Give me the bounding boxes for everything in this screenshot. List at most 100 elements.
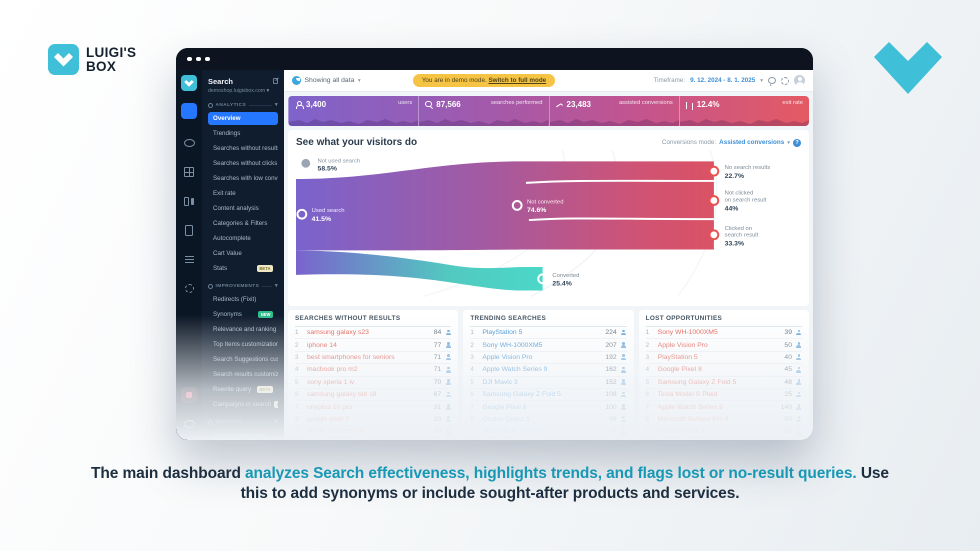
table-row[interactable]: 4 Apple Watch Series 9 162 — [470, 364, 627, 377]
sidebar-item[interactable]: Overview — [208, 112, 278, 126]
sidebar-section-header[interactable]: ANALYTICS ▾ — [208, 102, 278, 108]
demo-mode-banner[interactable]: You are in demo mode. Switch to full mod… — [412, 74, 556, 87]
person-icon[interactable] — [796, 428, 802, 435]
switch-to-full-mode-link[interactable]: Switch to full mode — [488, 77, 547, 84]
person-icon[interactable] — [796, 416, 802, 423]
query-link[interactable]: macbook pro m2 — [307, 366, 358, 374]
person-icon[interactable] — [621, 329, 627, 336]
person-icon[interactable] — [445, 404, 451, 410]
query-link[interactable]: oneplus 10 pro — [307, 403, 352, 411]
sidebar-item[interactable]: Autocomplete — [213, 234, 251, 242]
person-icon[interactable] — [796, 379, 802, 386]
kpi-card[interactable]: 87,566 searches performed — [418, 96, 549, 126]
filters-icon[interactable] — [181, 251, 197, 267]
person-icon[interactable] — [445, 366, 451, 373]
sidebar-item[interactable]: Rewrite query BETA — [208, 383, 278, 396]
settings-icon[interactable] — [181, 280, 197, 296]
query-link[interactable]: Apple Watch Series 9 — [482, 366, 548, 374]
query-link[interactable]: sony xperia 1 iv — [307, 378, 355, 386]
sidebar-item[interactable]: Autocomplete setup — [213, 432, 268, 440]
query-link[interactable]: Samsung Galaxy Z Fold 5 — [482, 391, 561, 399]
sidebar-item[interactable]: Stats BETA — [208, 262, 278, 275]
recommendations-icon[interactable] — [181, 135, 197, 151]
table-row[interactable]: 4 macbook pro m2 71 — [295, 364, 452, 377]
table-row[interactable]: 4 Google Pixel 8 45 — [645, 364, 802, 377]
table-row[interactable]: 8 Microsoft Surface Pro 9 50 — [645, 414, 802, 427]
person-icon[interactable] — [621, 428, 627, 435]
preview-icon[interactable] — [181, 416, 197, 432]
chat-icon[interactable] — [768, 77, 776, 84]
query-link[interactable]: Google Pixel 8 — [657, 366, 702, 374]
person-icon[interactable] — [621, 404, 627, 410]
query-link[interactable]: best smartphones for seniors — [307, 353, 395, 361]
info-icon[interactable]: ? — [793, 138, 801, 147]
sidebar-item[interactable]: Campaigns in search BETA — [208, 398, 278, 411]
table-row[interactable]: 6 samsung galaxy tab s8 67 — [295, 389, 452, 402]
sidebar-item[interactable]: Top Items customization — [213, 341, 278, 349]
sidebar-item[interactable]: Synonyms NEW — [208, 308, 278, 321]
query-link[interactable]: Tesla Model S Plaid — [657, 391, 718, 399]
table-row[interactable]: 9 senior smartphones 20 — [295, 426, 451, 436]
widgets-icon[interactable] — [181, 164, 197, 180]
table-row[interactable]: 3 PlayStation 5 40 — [645, 352, 802, 365]
window-dot[interactable] — [187, 56, 192, 62]
table-row[interactable]: 7 oneplus 10 pro 31 — [295, 401, 452, 414]
person-icon[interactable] — [796, 391, 802, 398]
sidebar-item[interactable]: Searches without results — [213, 145, 278, 153]
query-link[interactable]: google pixel 7 — [307, 415, 349, 423]
sidebar-item[interactable]: Trendings — [213, 130, 241, 138]
user-avatar[interactable] — [794, 75, 805, 86]
query-link[interactable]: Oculus Quest 3 — [657, 428, 705, 436]
data-scope-dropdown[interactable]: Showing all data ▾ — [292, 76, 361, 85]
table-row[interactable]: 1 Sony WH-1000XM5 39 — [645, 327, 802, 340]
sidebar-item[interactable]: Exit rate — [213, 190, 236, 198]
sidebar-item[interactable]: Content analysis — [213, 205, 259, 212]
query-link[interactable]: Oculus Quest 3 — [482, 415, 530, 423]
table-row[interactable]: 8 Oculus Quest 3 99 — [470, 414, 627, 427]
query-link[interactable]: Google Pixel 8 — [482, 403, 527, 411]
query-link[interactable]: Apple Watch Series 9 — [657, 403, 723, 411]
person-icon[interactable] — [445, 379, 451, 386]
person-icon[interactable] — [796, 366, 802, 373]
person-icon[interactable] — [621, 366, 627, 373]
query-link[interactable]: senior smartphones — [307, 428, 367, 436]
table-row[interactable]: 7 Apple Watch Series 9 140 — [645, 401, 802, 414]
window-dot[interactable] — [205, 56, 210, 62]
table-row[interactable]: 2 iphone 14 77 — [295, 339, 452, 352]
query-link[interactable]: samsung galaxy s23 — [307, 329, 369, 337]
sidebar-item[interactable]: Searches without clicks — [213, 160, 278, 168]
person-icon[interactable] — [445, 354, 451, 361]
table-row[interactable]: 9 Oculus Quest 3 35 — [646, 426, 802, 436]
query-link[interactable]: samsung galaxy tab s8 — [307, 391, 377, 399]
table-row[interactable]: 3 best smartphones for seniors 71 — [295, 352, 452, 365]
kpi-card[interactable]: 23,483 assisted conversions — [548, 96, 679, 126]
sidebar-section-header[interactable]: IMPROVEMENTS ▾ — [208, 283, 278, 289]
person-icon[interactable] — [621, 416, 627, 423]
person-icon[interactable] — [621, 354, 627, 361]
table-row[interactable]: 7 Google Pixel 8 100 — [470, 401, 627, 414]
window-controls[interactable] — [176, 48, 813, 70]
person-icon[interactable] — [621, 379, 627, 386]
table-row[interactable]: 5 sony xperia 1 iv 70 — [295, 377, 452, 389]
project-selector[interactable]: demoshop.luigisbox.com ▾ — [208, 88, 270, 94]
query-link[interactable]: Samsung Galaxy Z Fold 5 — [657, 378, 737, 386]
timeframe-dropdown[interactable]: 9. 12. 2024 - 8. 1. 2025 — [690, 77, 756, 84]
gear-icon[interactable] — [781, 76, 789, 85]
query-link[interactable]: iphone 14 — [307, 341, 337, 349]
table-row[interactable]: 6 Tesla Model S Plaid 25 — [645, 389, 802, 402]
table-row[interactable]: 6 Samsung Galaxy Z Fold 5 108 — [470, 389, 627, 402]
table-row[interactable]: 1 PlayStation 5 224 — [470, 327, 627, 340]
person-icon[interactable] — [796, 354, 802, 361]
query-link[interactable]: Microsoft Surface Pro 9 — [657, 415, 729, 423]
window-dot[interactable] — [196, 56, 201, 62]
query-link[interactable]: Sony WH-1000XM5 — [482, 341, 543, 349]
search-icon[interactable] — [181, 103, 197, 119]
sidebar-item[interactable]: Categories & Filters — [213, 219, 268, 227]
sidebar-item[interactable]: Searches with low conversions — [213, 175, 278, 183]
query-link[interactable]: Sony WH-1000XM5 — [657, 329, 718, 337]
sidebar-item[interactable]: Cart Value — [213, 249, 242, 257]
conversions-mode-dropdown[interactable]: Conversions mode: Assisted conversions ▾… — [662, 138, 801, 147]
person-icon[interactable] — [445, 391, 451, 398]
sidebar-item[interactable]: Redirects (Fixit) — [213, 296, 257, 304]
query-link[interactable]: Apple Vision Pro — [657, 341, 708, 349]
